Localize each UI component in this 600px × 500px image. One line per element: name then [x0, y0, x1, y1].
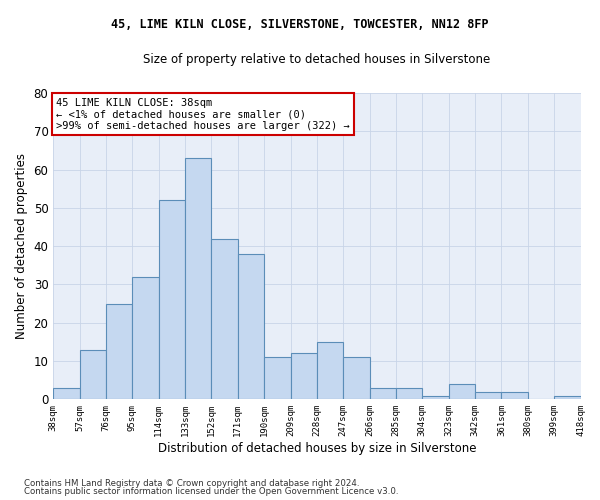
Text: Contains HM Land Registry data © Crown copyright and database right 2024.: Contains HM Land Registry data © Crown c…: [24, 478, 359, 488]
Bar: [422, 396, 449, 400]
Text: 45 LIME KILN CLOSE: 38sqm
← <1% of detached houses are smaller (0)
>99% of semi-: 45 LIME KILN CLOSE: 38sqm ← <1% of detac…: [56, 98, 350, 131]
Bar: [290, 354, 317, 400]
Y-axis label: Number of detached properties: Number of detached properties: [15, 153, 28, 339]
Bar: [396, 388, 422, 400]
Bar: [343, 357, 370, 400]
Bar: [370, 388, 396, 400]
Bar: [317, 342, 343, 400]
Bar: [159, 200, 185, 400]
Bar: [211, 238, 238, 400]
Bar: [554, 396, 581, 400]
Bar: [264, 357, 290, 400]
Text: Contains public sector information licensed under the Open Government Licence v3: Contains public sector information licen…: [24, 487, 398, 496]
Bar: [106, 304, 133, 400]
X-axis label: Distribution of detached houses by size in Silverstone: Distribution of detached houses by size …: [158, 442, 476, 455]
Bar: [53, 388, 80, 400]
Title: Size of property relative to detached houses in Silverstone: Size of property relative to detached ho…: [143, 52, 491, 66]
Bar: [80, 350, 106, 400]
Bar: [238, 254, 264, 400]
Text: 45, LIME KILN CLOSE, SILVERSTONE, TOWCESTER, NN12 8FP: 45, LIME KILN CLOSE, SILVERSTONE, TOWCES…: [111, 18, 489, 30]
Bar: [133, 277, 159, 400]
Bar: [449, 384, 475, 400]
Bar: [475, 392, 502, 400]
Bar: [185, 158, 211, 400]
Bar: [502, 392, 528, 400]
